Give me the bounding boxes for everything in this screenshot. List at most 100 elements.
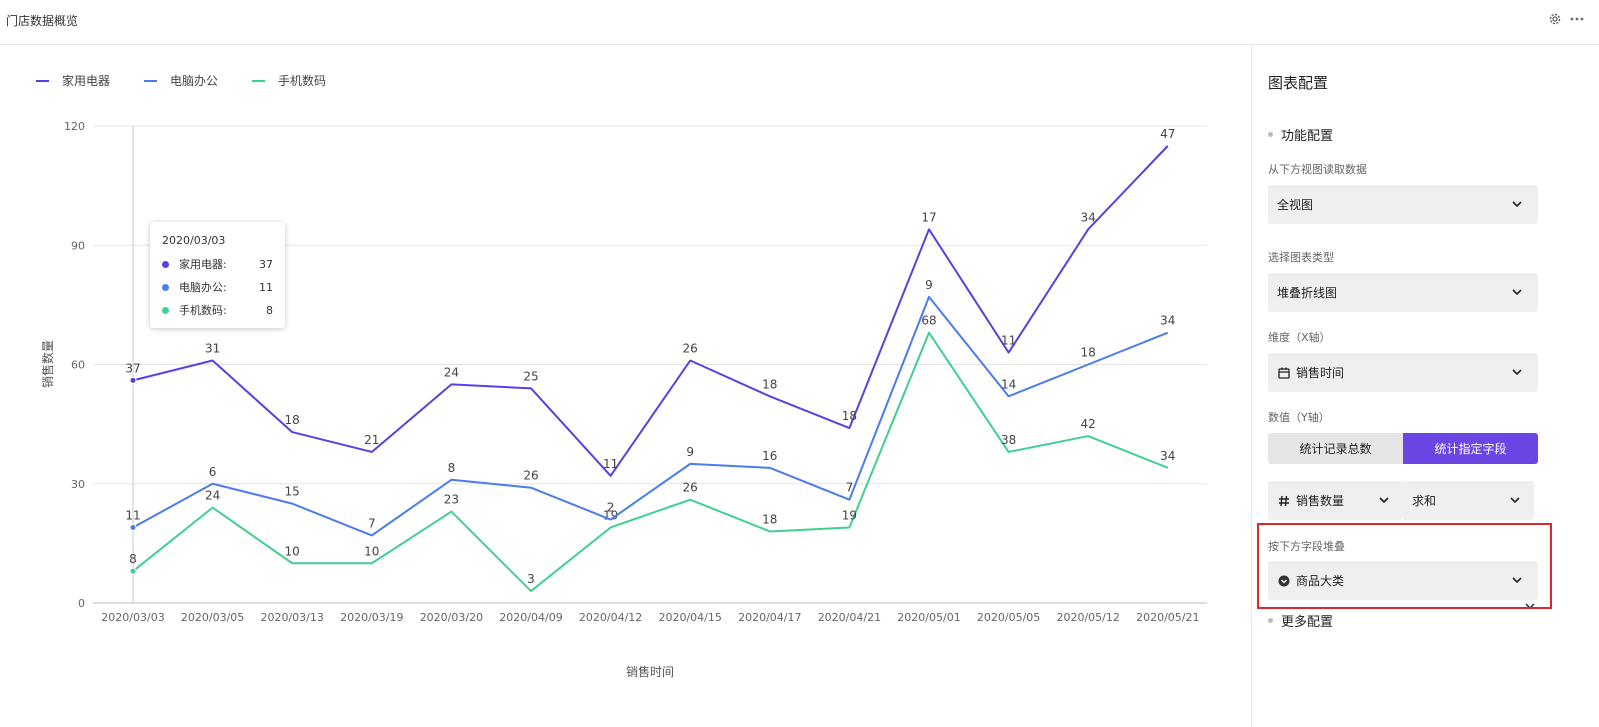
section-label: 更多配置: [1281, 615, 1334, 630]
value-field-value: 销售数量: [1296, 494, 1345, 508]
x-tick-label: 2020/05/12: [1056, 611, 1119, 624]
chevron-down-icon: [1525, 603, 1535, 609]
dimension-label: 维度（X轴）: [1268, 331, 1331, 344]
data-label: 26: [683, 481, 698, 495]
data-label: 26: [523, 469, 538, 483]
tooltip-value: 37: [259, 257, 273, 271]
x-tick-label: 2020/05/01: [897, 611, 960, 624]
aggregation-value: 求和: [1412, 494, 1437, 508]
page-title: 门店数据概览: [6, 14, 79, 28]
data-label: 42: [1081, 417, 1096, 431]
chart-type-select[interactable]: 堆叠折线图: [1268, 273, 1538, 312]
data-label: 9: [686, 445, 694, 459]
data-label: 24: [444, 365, 459, 379]
chart-area: 0 30 60 90 120 2020/03/03 2020/03/05 2020/03/13…: [0, 46, 1251, 727]
legend-label: 手机数码: [278, 73, 326, 88]
chart-config-panel: 图表配置 功能配置 从下方视图读取数据 全视图 选择图表类型 堆叠折线图 维度（…: [1251, 46, 1599, 727]
data-label: 18: [842, 409, 857, 423]
data-label: 14: [1001, 377, 1016, 391]
data-label: 11: [125, 508, 140, 522]
tooltip-label: 电脑办公:: [179, 281, 227, 294]
x-tick-label: 2020/04/21: [818, 611, 881, 624]
data-label: 11: [1001, 334, 1016, 348]
data-point: [129, 523, 137, 531]
hash-icon: [1277, 494, 1290, 507]
aggregation-select[interactable]: 求和: [1403, 481, 1534, 520]
stack-field-select[interactable]: 商品大类: [1268, 561, 1538, 600]
stack-field-label: 按下方字段堆叠: [1268, 540, 1345, 553]
data-label: 8: [129, 552, 137, 566]
x-tick-label: 2020/04/15: [658, 611, 721, 624]
data-label: 9: [925, 278, 933, 292]
data-label: 25: [523, 369, 538, 383]
tooltip-row: 电脑办公: 11: [162, 280, 273, 294]
y-tick-label: 90: [71, 239, 85, 252]
chart-tooltip: 2020/03/03 家用电器: 37 电脑办公: 11 手机数码: 8: [150, 222, 285, 328]
function-section-header: 功能配置: [1268, 125, 1333, 144]
source-value: 全视图: [1277, 198, 1314, 212]
tooltip-label: 手机数码:: [179, 304, 227, 317]
data-point: [129, 567, 137, 575]
data-label: 2: [607, 501, 615, 515]
tooltip-title: 2020/03/03: [162, 234, 226, 247]
y-tick-label: 30: [71, 478, 85, 491]
x-tick-label: 2020/04/17: [738, 611, 801, 624]
count-records-button[interactable]: 统计记录总数: [1268, 433, 1403, 464]
y-tick-label: 0: [78, 597, 85, 610]
data-label: 10: [285, 544, 300, 558]
data-label: 7: [368, 516, 376, 530]
calendar-icon: [1277, 366, 1290, 379]
chevron-down-icon: [1379, 497, 1389, 504]
single-select-icon: [1277, 574, 1290, 587]
chevron-down-icon: [1512, 289, 1522, 296]
data-label: 18: [1081, 346, 1096, 360]
data-label: 3: [527, 572, 535, 586]
chevron-down-icon: [1512, 577, 1522, 584]
chevron-down-icon: [1512, 201, 1522, 208]
chart-type-label: 选择图表类型: [1268, 251, 1334, 264]
top-bar: 门店数据概览: [0, 0, 1599, 45]
tooltip-value: 8: [266, 303, 273, 317]
data-label: 11: [603, 457, 618, 471]
more-horizontal-icon[interactable]: [1569, 11, 1585, 27]
more-section-header[interactable]: 更多配置: [1268, 611, 1333, 630]
bullet-icon: [1268, 618, 1273, 623]
gear-icon[interactable]: [1547, 11, 1563, 27]
top-actions: [1547, 11, 1585, 27]
data-label: 15: [285, 485, 300, 499]
series-line: [132, 331, 1169, 593]
source-select[interactable]: 全视图: [1268, 185, 1538, 224]
tooltip-label: 家用电器:: [179, 258, 227, 271]
data-label: 34: [1160, 449, 1175, 463]
data-label: 37: [125, 361, 140, 375]
dimension-select[interactable]: 销售时间: [1268, 353, 1538, 392]
panel-title: 图表配置: [1268, 74, 1329, 92]
tooltip-row: 家用电器: 37: [162, 257, 273, 271]
source-label: 从下方视图读取数据: [1268, 163, 1367, 176]
data-label: 26: [683, 342, 698, 356]
data-label: 16: [762, 449, 777, 463]
value-field-select[interactable]: 销售数量: [1268, 481, 1403, 520]
legend-label: 家用电器: [62, 73, 110, 88]
data-label: 21: [364, 433, 379, 447]
data-label: 10: [364, 544, 379, 558]
legend-label: 电脑办公: [170, 73, 218, 88]
data-label: 24: [205, 489, 220, 503]
x-tick-label: 2020/03/19: [340, 611, 403, 624]
chart-type-value: 堆叠折线图: [1277, 286, 1338, 300]
data-label: 31: [205, 342, 220, 356]
chevron-down-icon: [1510, 497, 1520, 504]
chevron-down-icon: [1512, 369, 1522, 376]
legend-dot-icon: [162, 306, 169, 314]
y-axis-title: 销售数量: [40, 340, 55, 388]
data-label: 7: [846, 481, 854, 495]
data-label: 6: [209, 465, 217, 479]
legend-dot-icon: [162, 283, 169, 291]
bullet-icon: [1268, 132, 1273, 137]
x-tick-label: 2020/05/05: [977, 611, 1040, 624]
specified-field-button[interactable]: 统计指定字段: [1403, 433, 1538, 464]
data-label: 23: [444, 493, 459, 507]
data-label: 38: [1001, 433, 1016, 447]
x-tick-label: 2020/04/09: [499, 611, 562, 624]
stacked-line-chart[interactable]: 0 30 60 90 120 2020/03/03 2020/03/05 2020/03/13…: [0, 46, 1251, 727]
